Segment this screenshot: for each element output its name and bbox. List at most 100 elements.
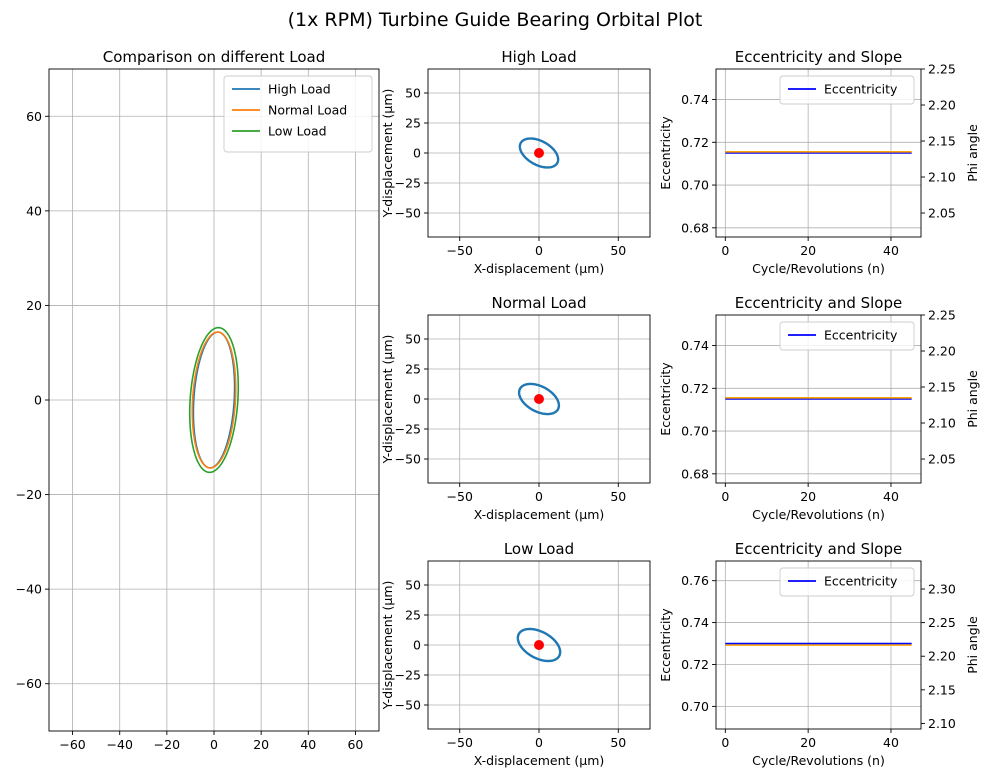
panel-title: Comparison on different Load xyxy=(103,48,326,66)
y2-tick-label: 2.25 xyxy=(928,62,956,77)
axes-frame xyxy=(715,314,922,484)
orbit-line-normal-load xyxy=(191,331,237,469)
y-tick-label: 0.68 xyxy=(681,220,709,235)
y-tick-label: 50 xyxy=(405,578,421,593)
x-tick-label: 20 xyxy=(800,735,816,750)
x-tick-label: 50 xyxy=(610,489,626,504)
y-tick-label: 0.72 xyxy=(681,381,709,396)
plot-area xyxy=(517,382,561,416)
y2-tick-label: 2.25 xyxy=(928,615,956,630)
x-tick-label: 40 xyxy=(300,737,316,752)
y2-tick-label: 2.20 xyxy=(928,649,956,664)
legend-label: Eccentricity xyxy=(824,82,898,97)
orbit-line-low-load xyxy=(188,326,240,474)
legend: Eccentricity xyxy=(779,75,915,105)
x-axis-label: X-displacement (µm) xyxy=(474,753,605,768)
y-axis-label: Eccentricity xyxy=(658,608,673,682)
plot-area xyxy=(188,326,240,474)
legend-label: Low Load xyxy=(268,124,327,139)
y2-tick-label: 2.10 xyxy=(928,170,956,185)
x-tick-label: 0 xyxy=(210,737,218,752)
y-tick-label: 0.70 xyxy=(681,699,709,714)
orbit-center-point xyxy=(534,148,544,158)
y-tick-label: −25 xyxy=(395,668,421,683)
y-axis-label: Eccentricity xyxy=(658,116,673,190)
y-tick-label: 0 xyxy=(34,393,42,408)
x-tick-label: 0 xyxy=(721,735,729,750)
y-tick-label: 0.76 xyxy=(681,573,709,588)
y-tick-label: −50 xyxy=(395,698,421,713)
y-tick-label: 25 xyxy=(405,116,421,131)
y2-tick-label: 2.20 xyxy=(928,98,956,113)
x-axis-label: Cycle/Revolutions (n) xyxy=(752,261,885,276)
orbit-line xyxy=(517,382,561,416)
y-tick-label: 0 xyxy=(413,146,421,161)
x-tick-label: −50 xyxy=(447,489,473,504)
y2-tick-label: 2.10 xyxy=(928,716,956,731)
y2-tick-label: 2.15 xyxy=(928,380,956,395)
y-tick-label: 0.72 xyxy=(681,135,709,150)
legend-box xyxy=(223,75,373,153)
y2-tick-label: 2.15 xyxy=(928,134,956,149)
x-tick-label: 40 xyxy=(883,243,899,258)
y2-axis-label: Phi angle xyxy=(965,616,980,674)
x-tick-label: 60 xyxy=(347,737,363,752)
x-tick-label: 20 xyxy=(800,243,816,258)
panel-title: Eccentricity and Slope xyxy=(735,540,902,558)
legend-label: Normal Load xyxy=(268,103,347,118)
x-axis-label: Cycle/Revolutions (n) xyxy=(752,507,885,522)
panel-high-orbit: −50 0 50 −50 −25 0 25 50 High Load X-displacement… xyxy=(380,48,651,276)
y-axis-label: Y-displacement (µm) xyxy=(380,89,395,219)
y2-tick-label: 2.20 xyxy=(928,344,956,359)
y-tick-label: 0.72 xyxy=(681,657,709,672)
x-tick-label: 20 xyxy=(800,489,816,504)
panel-ecc-high: 0 20 40 0.68 0.70 0.72 0.74 2.05 2.10 2.15 2.20 2.2… xyxy=(658,48,980,276)
x-tick-label: 0 xyxy=(721,489,729,504)
y-axis-label: Y-displacement (µm) xyxy=(380,581,395,711)
panel-low-orbit: −50 0 50 −50 −25 0 25 50 Low Load X-displacement … xyxy=(380,540,651,768)
y-tick-label: 50 xyxy=(405,86,421,101)
x-tick-label: 0 xyxy=(535,735,543,750)
panel-title: Eccentricity and Slope xyxy=(735,294,902,312)
x-tick-label: 50 xyxy=(610,735,626,750)
legend-box xyxy=(779,567,915,597)
plot-area xyxy=(725,642,912,646)
y-tick-label: −25 xyxy=(395,176,421,191)
x-tick-label: 20 xyxy=(253,737,269,752)
x-tick-label: 0 xyxy=(535,243,543,258)
figure-title: (1x RPM) Turbine Guide Bearing Orbital P… xyxy=(288,9,703,31)
y-tick-label: 0.74 xyxy=(681,338,709,353)
x-tick-label: −60 xyxy=(59,737,85,752)
legend-box xyxy=(779,75,915,105)
y2-tick-label: 2.15 xyxy=(928,682,956,697)
panel-ecc-normal: 0 20 40 0.68 0.70 0.72 0.74 2.05 2.10 2.15 2.20 2.2… xyxy=(658,294,980,522)
y2-tick-label: 2.05 xyxy=(928,206,956,221)
x-tick-label: −20 xyxy=(154,737,180,752)
legend-label: Eccentricity xyxy=(824,574,898,589)
panel-normal-orbit: −50 0 50 −50 −25 0 25 50 Normal Load X-displaceme… xyxy=(380,294,651,522)
y-tick-label: 0 xyxy=(413,392,421,407)
x-tick-label: 40 xyxy=(883,489,899,504)
y-tick-label: 25 xyxy=(405,608,421,623)
y-tick-label: −60 xyxy=(16,676,42,691)
y-axis-label: Y-displacement (µm) xyxy=(380,335,395,465)
panel-ecc-low: 0 20 40 0.70 0.72 0.74 0.76 2.10 2.15 2.20 2.25 2.3… xyxy=(658,540,980,768)
y-tick-label: 0 xyxy=(413,638,421,653)
x-tick-label: −40 xyxy=(107,737,133,752)
legend: Eccentricity xyxy=(779,321,915,351)
plot-area xyxy=(518,137,560,169)
x-tick-label: 50 xyxy=(610,243,626,258)
y-tick-label: 60 xyxy=(26,109,42,124)
axes-frame xyxy=(715,68,922,238)
x-tick-label: −50 xyxy=(447,735,473,750)
y2-tick-label: 2.10 xyxy=(928,416,956,431)
legend: High Load Normal Load Low Load xyxy=(223,75,373,153)
orbit-center-point xyxy=(534,394,544,404)
panel-title: High Load xyxy=(501,48,576,66)
orbit-line xyxy=(518,137,560,169)
y-tick-label: −50 xyxy=(395,206,421,221)
x-tick-label: 0 xyxy=(535,489,543,504)
y-tick-label: 0.74 xyxy=(681,615,709,630)
